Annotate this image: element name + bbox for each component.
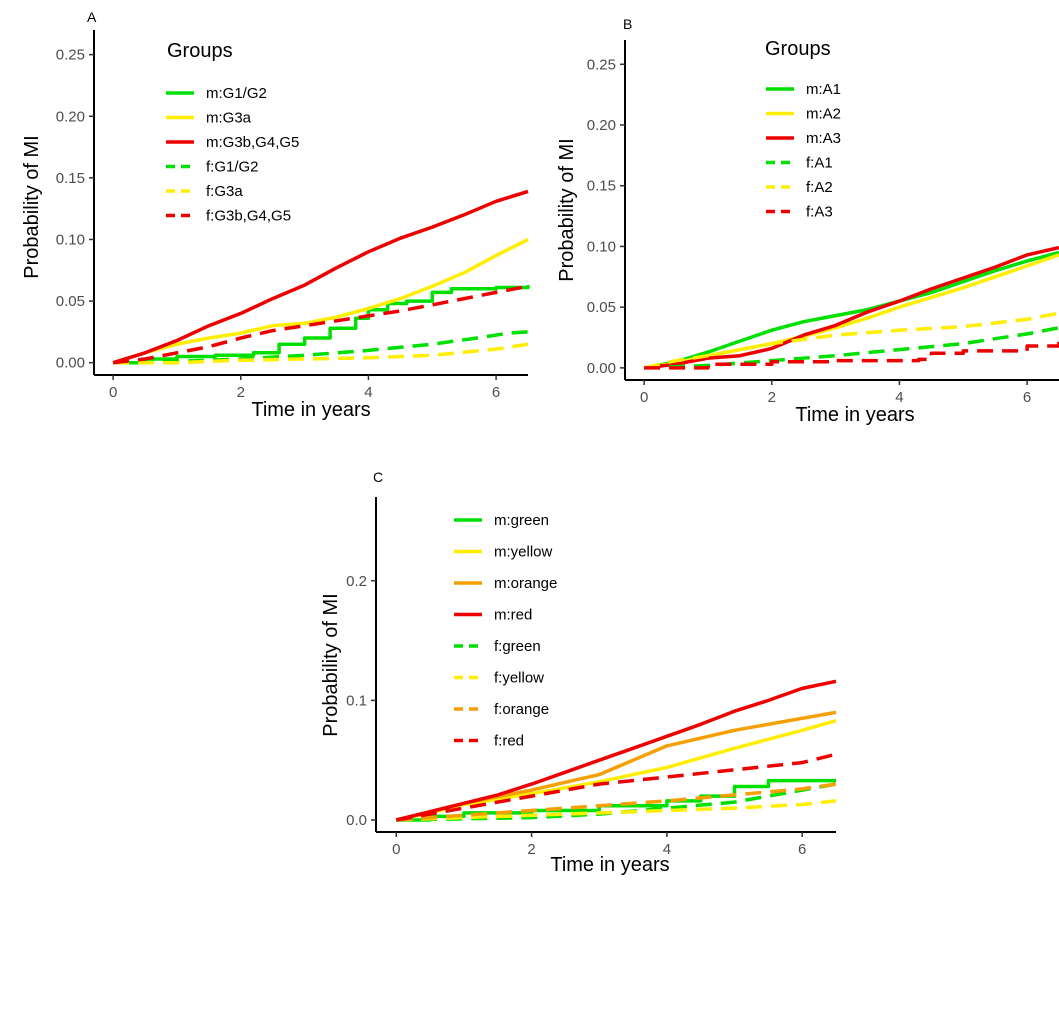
legend-label: f:red (494, 733, 524, 750)
panel-letter: A (87, 9, 97, 25)
y-tick-label: 0.05 (56, 293, 85, 310)
series-line (112, 237, 529, 365)
y-tick-label: 0.00 (587, 360, 616, 377)
x-tick-label: 2 (527, 841, 535, 858)
legend-label: m:G1/G2 (206, 85, 267, 102)
legend-label: m:G3b,G4,G5 (206, 134, 299, 151)
legend-label: m:A3 (806, 130, 841, 147)
series-line (112, 189, 529, 365)
series-line (643, 253, 1059, 370)
y-tick-label: 0.0 (346, 812, 367, 829)
series-line (396, 782, 837, 822)
legend-label: f:yellow (494, 670, 544, 687)
legend-label: m:yellow (494, 544, 553, 561)
x-axis-title: Time in years (550, 854, 669, 876)
y-axis-title: Probability of MI (320, 593, 342, 736)
legend: Groups m:A1 m:A2 m:A3 f:A1 f:A2 f:A3 (765, 38, 841, 221)
y-tick-label: 0.25 (56, 47, 85, 64)
legend-label: f:A3 (806, 204, 833, 221)
x-tick-label: 4 (364, 384, 372, 401)
series-group (395, 679, 837, 822)
x-tick-label: 0 (392, 841, 400, 858)
series-line (113, 330, 529, 365)
panel-letter: B (623, 16, 632, 32)
legend-title: Groups (167, 40, 233, 62)
x-tick-label: 6 (492, 384, 500, 401)
legend-label: m:orange (494, 575, 557, 592)
y-tick-label: 0.15 (56, 170, 85, 187)
legend-label: f:A2 (806, 179, 833, 196)
y-tick-label: 0.20 (56, 108, 85, 125)
x-tick-label: 4 (895, 389, 903, 406)
y-tick-label: 0.1 (346, 692, 367, 709)
legend-label: f:G1/G2 (206, 159, 259, 176)
x-tick-label: 0 (640, 389, 648, 406)
y-axis-title: Probability of MI (21, 135, 43, 278)
legend-label: f:G3a (206, 183, 243, 200)
panel-B: B 0.00 0.05 0.10 0.15 0.20 0.25 0 2 4 6 Time in yea… (556, 16, 1059, 426)
series-group (643, 245, 1059, 370)
legend-title: Groups (765, 38, 831, 60)
legend-label: f:green (494, 638, 541, 655)
series-line (643, 245, 1059, 370)
x-tick-label: 4 (663, 841, 671, 858)
legend-label: f:orange (494, 701, 549, 718)
series-group (112, 189, 530, 365)
y-tick-label: 0.05 (587, 299, 616, 316)
series-line (113, 285, 530, 365)
series-line (112, 284, 529, 365)
x-tick-label: 2 (768, 389, 776, 406)
x-tick-label: 0 (109, 384, 117, 401)
x-tick-label: 2 (237, 384, 245, 401)
series-line (395, 679, 837, 822)
y-axis-title: Probability of MI (556, 138, 578, 281)
legend-label: m:red (494, 607, 532, 624)
y-tick-label: 0.00 (56, 355, 85, 372)
y-tick-label: 0.10 (56, 231, 85, 248)
panel-A: A 0.00 0.05 0.10 0.15 0.20 0.25 0 2 4 6 Time in yea… (21, 9, 530, 421)
series-line (643, 250, 1059, 370)
x-tick-label: 6 (798, 841, 806, 858)
series-line (644, 341, 1059, 370)
series-line (396, 799, 837, 822)
x-axis-title: Time in years (795, 404, 914, 426)
series-line (643, 311, 1059, 370)
y-tick-label: 0.2 (346, 573, 367, 590)
legend: m:green m:yellow m:orange m:red f:green f:yel… (454, 512, 557, 750)
y-tick-label: 0.15 (587, 178, 616, 195)
legend-label: m:A1 (806, 81, 841, 98)
legend-label: m:green (494, 512, 549, 529)
y-tick-label: 0.10 (587, 238, 616, 255)
x-tick-label: 6 (1023, 389, 1031, 406)
legend-label: m:A2 (806, 106, 841, 123)
y-tick-label: 0.25 (587, 56, 616, 73)
series-line (395, 752, 837, 822)
panel-letter: C (373, 469, 383, 485)
legend-label: f:A1 (806, 155, 833, 172)
series-line (396, 778, 836, 822)
panel-C: C 0.0 0.1 0.2 0 2 4 6 Time in years Probability o… (320, 469, 837, 876)
legend: Groups m:G1/G2 m:G3a m:G3b,G4,G5 f:G1/G2 f:G3… (166, 40, 299, 225)
x-axis-title: Time in years (251, 399, 370, 421)
legend-label: m:G3a (206, 110, 252, 127)
y-tick-label: 0.20 (587, 117, 616, 134)
legend-label: f:G3b,G4,G5 (206, 208, 291, 225)
